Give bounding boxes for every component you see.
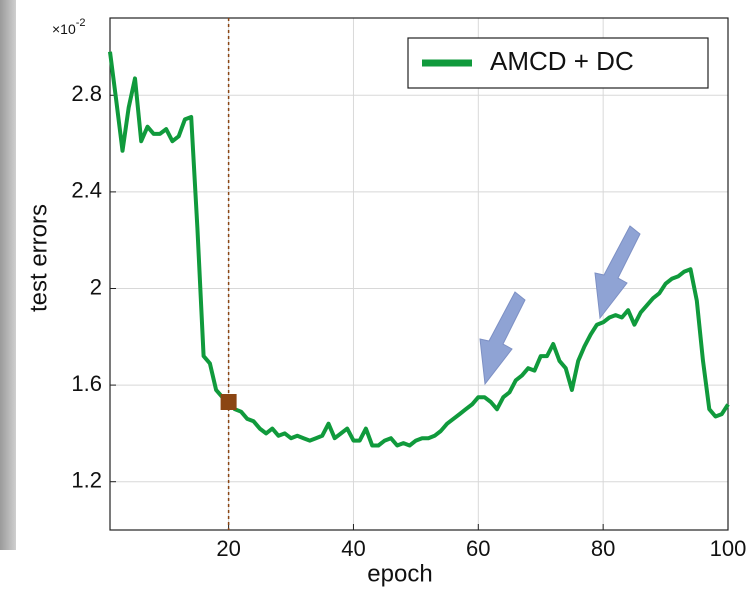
- y-multiplier: ×10-2: [52, 17, 86, 37]
- plot-frame: [109, 17, 729, 531]
- plot-area: [110, 18, 728, 530]
- series-line: [108, 51, 730, 448]
- y-tick-label: 2.8: [71, 81, 102, 106]
- y-axis-label: test errors: [25, 204, 52, 312]
- x-tick-label: 40: [341, 536, 365, 561]
- y-multiplier-exponent: -2: [76, 17, 86, 29]
- x-axis-label: epoch: [367, 560, 432, 587]
- y-tick-label: 2.4: [71, 178, 102, 203]
- x-tick-label: 20: [216, 536, 240, 561]
- x-tick-label: 60: [466, 536, 490, 561]
- legend-label: AMCD + DC: [490, 46, 634, 76]
- x-tick-label: 100: [710, 536, 747, 561]
- highlight-marker: [220, 394, 237, 410]
- arrows: [479, 225, 641, 386]
- y-multiplier-base: ×10: [52, 21, 76, 37]
- photo-edge: [0, 0, 16, 550]
- y-tick-label: 2: [90, 274, 102, 299]
- x-tick-label: 80: [591, 536, 615, 561]
- y-tick-label: 1.2: [71, 468, 102, 493]
- y-tick-label: 1.6: [71, 371, 102, 396]
